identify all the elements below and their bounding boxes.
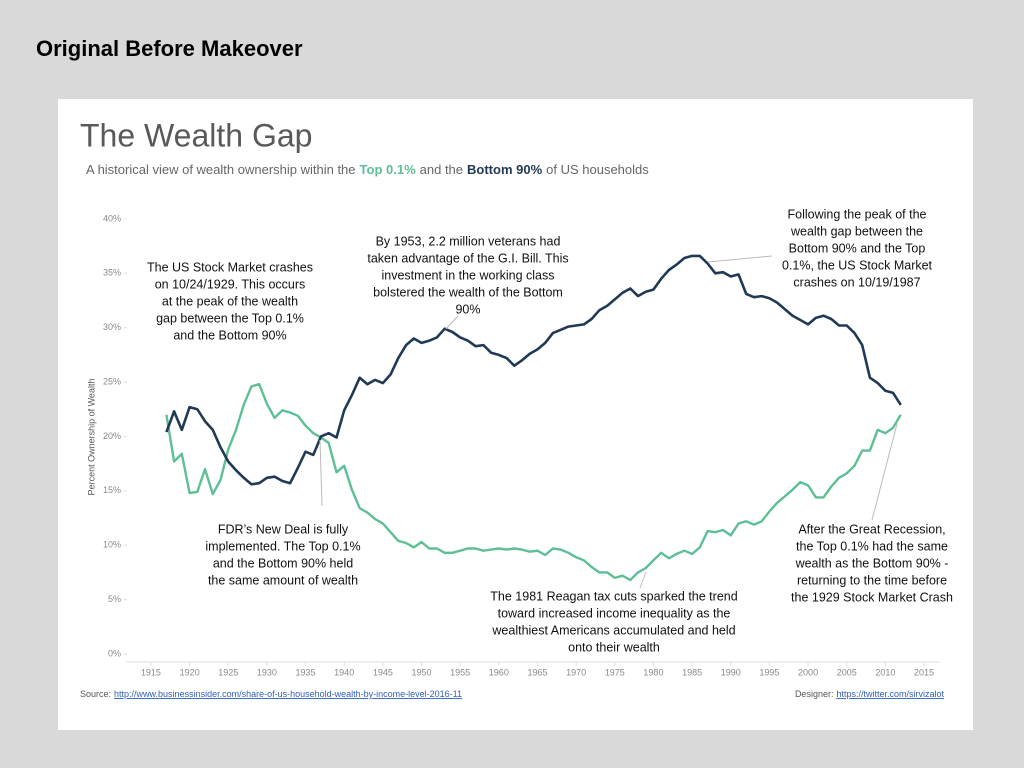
chart-subtitle: A historical view of wealth ownership wi… [86, 162, 649, 177]
annotation-text: on 10/24/1929. This occurs [155, 277, 306, 291]
x-tick-label: 1985 [682, 667, 702, 677]
y-tick-label: 30% [103, 322, 121, 332]
annotation-text: 90% [455, 302, 480, 316]
annotation-leader [319, 439, 323, 507]
series-line [165, 254, 902, 486]
y-tick-label: 35% [103, 268, 121, 278]
annotation-text: 0.1%, the US Stock Market [782, 258, 933, 272]
annotation-text: wealth as the Bottom 90% - [795, 556, 949, 570]
x-tick-label: 1925 [218, 667, 238, 677]
annotation-text: the same amount of wealth [208, 573, 358, 587]
y-axis-label: Percent Ownership of Wealth [86, 379, 96, 496]
annotation-leader [871, 423, 898, 521]
chart-title: The Wealth Gap [80, 117, 312, 153]
x-tick-label: 1990 [721, 667, 741, 677]
x-tick-label: 1950 [411, 667, 431, 677]
x-tick-label: 1960 [489, 667, 509, 677]
annotation-text: investment in the working class [382, 268, 555, 282]
annotation-text: crashes on 10/19/1987 [793, 275, 920, 289]
chart-card [58, 99, 973, 730]
annotation-leader [707, 255, 773, 263]
x-tick-label: 1995 [759, 667, 779, 677]
annotation-text: FDR’s New Deal is fully [218, 522, 349, 536]
annotation-text: and the Bottom 90% [173, 328, 286, 342]
x-tick-label: 1915 [141, 667, 161, 677]
annotation-text: implemented. The Top 0.1% [205, 539, 360, 553]
designer: Designer: https://twitter.com/sirvizalot [795, 689, 945, 699]
subtitle-text: of US households [546, 162, 649, 177]
annotation-text: The 1981 Reagan tax cuts sparked the tre… [490, 589, 737, 603]
y-tick-label: 10% [103, 540, 121, 550]
subtitle-series: Bottom 90% [467, 162, 543, 177]
subtitle-text: A historical view of wealth ownership wi… [86, 162, 356, 177]
subtitle-text: and the [420, 162, 463, 177]
x-tick-label: 1965 [527, 667, 547, 677]
x-tick-label: 1970 [566, 667, 586, 677]
slide-title: Original Before Makeover [36, 36, 303, 61]
x-tick-label: 2015 [914, 667, 934, 677]
source-link[interactable]: http://www.businessinsider.com/share-of-… [114, 689, 462, 699]
x-tick-label: 2010 [875, 667, 895, 677]
annotation-text: bolstered the wealth of the Bottom [373, 285, 563, 299]
designer-link[interactable]: https://twitter.com/sirvizalot [836, 689, 944, 699]
annotation-text: the Top 0.1% had the same [796, 539, 948, 553]
y-tick-label: 20% [103, 431, 121, 441]
series-line [165, 383, 902, 582]
x-tick-label: 1955 [450, 667, 470, 677]
annotation-text: and the Bottom 90% held [213, 556, 353, 570]
y-tick-label: 40% [103, 213, 121, 223]
annotation-leader [639, 571, 647, 589]
annotation-text: wealthiest Americans accumulated and hel… [491, 623, 735, 637]
source: Source: http://www.businessinsider.com/sh… [80, 689, 462, 699]
x-tick-label: 1930 [257, 667, 277, 677]
annotation-text: onto their wealth [568, 640, 660, 654]
x-tick-label: 1920 [180, 667, 200, 677]
annotation-text: returning to the time before [797, 573, 947, 587]
x-tick-label: 1940 [334, 667, 354, 677]
annotation-text: wealth gap between the [790, 224, 923, 238]
annotation-text: gap between the Top 0.1% [156, 311, 304, 325]
y-tick-label: 5% [108, 594, 121, 604]
annotation-text: Bottom 90% and the Top [789, 241, 926, 255]
x-tick-label: 1975 [605, 667, 625, 677]
annotation-text: The US Stock Market crashes [147, 260, 313, 274]
designer-label: Designer: [795, 689, 834, 699]
annotation-text: By 1953, 2.2 million veterans had [376, 234, 561, 248]
annotation-text: Following the peak of the [788, 207, 927, 221]
y-tick-label: 15% [103, 485, 121, 495]
y-tick-label: 25% [103, 376, 121, 386]
x-tick-label: 1945 [373, 667, 393, 677]
x-tick-label: 2000 [798, 667, 818, 677]
annotation-text: toward increased income inequality as th… [498, 606, 731, 620]
y-tick-label: 0% [108, 648, 121, 658]
x-tick-label: 1935 [296, 667, 316, 677]
x-tick-label: 1980 [643, 667, 663, 677]
annotation-leader [445, 315, 459, 330]
annotation-text: the 1929 Stock Market Crash [791, 590, 953, 604]
annotation-text: taken advantage of the G.I. Bill. This [367, 251, 568, 265]
source-label: Source: [80, 689, 111, 699]
annotation-text: After the Great Recession, [798, 522, 945, 536]
subtitle-series: Top 0.1% [360, 162, 417, 177]
annotation-text: at the peak of the wealth [162, 294, 298, 308]
x-tick-label: 2005 [837, 667, 857, 677]
